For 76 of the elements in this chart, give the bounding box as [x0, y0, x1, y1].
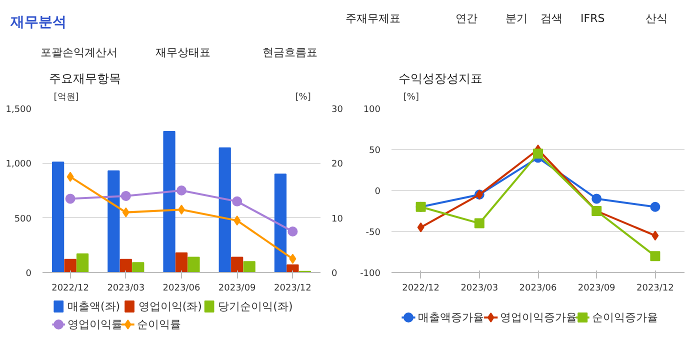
y2-tick-label: 10	[332, 214, 344, 224]
point	[474, 218, 484, 228]
point	[417, 222, 424, 232]
point	[66, 172, 74, 182]
bar	[108, 170, 120, 272]
point	[533, 148, 543, 159]
x-tick-label: 2023/12	[636, 284, 674, 294]
legend-label: 영업이익률	[67, 318, 122, 331]
point	[65, 194, 76, 204]
bar	[163, 130, 176, 272]
point	[289, 254, 296, 264]
chart-title: 수익성장성지표	[398, 72, 482, 86]
y-tick-label: 50	[369, 146, 381, 156]
bar	[120, 258, 132, 272]
point	[650, 202, 660, 212]
y-tick-label: 0	[374, 187, 381, 197]
x-tick-label: 2023/12	[274, 284, 312, 294]
point	[176, 186, 186, 196]
y2-tick-label: 0	[332, 269, 338, 279]
x-tick-label: 2023/03	[460, 284, 498, 294]
text: 재무상태표	[156, 46, 210, 59]
point	[120, 190, 131, 201]
point	[234, 216, 241, 226]
text: 현금흐름표	[262, 46, 318, 59]
legend-label: 당기순이익(좌)	[218, 300, 293, 313]
x-tick-label: 2022/12	[402, 284, 440, 294]
legend-label: 영업이익증가율	[500, 311, 578, 324]
y-tick-label: 100	[363, 105, 381, 115]
text: 검색	[540, 12, 562, 25]
y-tick-label: -50	[366, 228, 381, 238]
point	[592, 194, 602, 204]
x-tick-label: 2023/03	[107, 284, 145, 294]
text: 재무분석	[10, 14, 66, 30]
point	[288, 226, 298, 236]
bar	[243, 261, 256, 272]
bar	[175, 252, 188, 272]
bar	[188, 256, 200, 272]
y-tick-label: 1,500	[6, 105, 32, 115]
text: 포괄손익계산서	[40, 46, 118, 59]
point	[650, 251, 660, 262]
bar	[76, 253, 89, 272]
bar	[64, 258, 76, 272]
x-tick-label: 2023/09	[218, 284, 256, 294]
y2-tick-label: 30	[332, 105, 344, 115]
y-tick-label: -100	[360, 269, 381, 279]
legend-label: 순이익증가율	[592, 311, 658, 324]
bar	[286, 264, 299, 272]
y-tick-label: 500	[14, 214, 32, 224]
text: 분기	[506, 12, 528, 25]
text: IFRS	[580, 12, 605, 25]
bar	[231, 256, 244, 272]
legend-label: 순이익률	[136, 318, 181, 331]
x-tick-label: 2023/09	[578, 284, 616, 294]
bar	[218, 147, 231, 272]
y-axis-title: [%]	[403, 92, 419, 102]
bar	[274, 174, 287, 272]
chart-title: 주요재무항목	[48, 72, 121, 86]
legend-label: 매출액(좌)	[67, 300, 120, 313]
text: 산식	[646, 12, 668, 25]
point	[122, 207, 130, 218]
y-tick-label: 0	[26, 269, 32, 279]
y2-tick-label: 20	[332, 160, 344, 170]
x-tick-label: 2023/06	[162, 284, 200, 294]
y-tick-label: 1,000	[6, 160, 32, 170]
x-tick-label: 2022/12	[52, 284, 89, 294]
y2-axis-title: [%]	[295, 92, 311, 102]
point	[652, 230, 659, 241]
legend-label: 영업이익(좌)	[138, 300, 202, 313]
x-tick-label: 2023/06	[519, 284, 557, 294]
bar	[132, 262, 144, 272]
text: 주재무제표	[346, 12, 400, 25]
bar	[52, 162, 64, 272]
point	[232, 196, 242, 206]
legend-label: 매출액증가율	[418, 311, 484, 324]
text: 연간	[456, 12, 478, 25]
y-axis-title: [억원]	[54, 92, 79, 102]
